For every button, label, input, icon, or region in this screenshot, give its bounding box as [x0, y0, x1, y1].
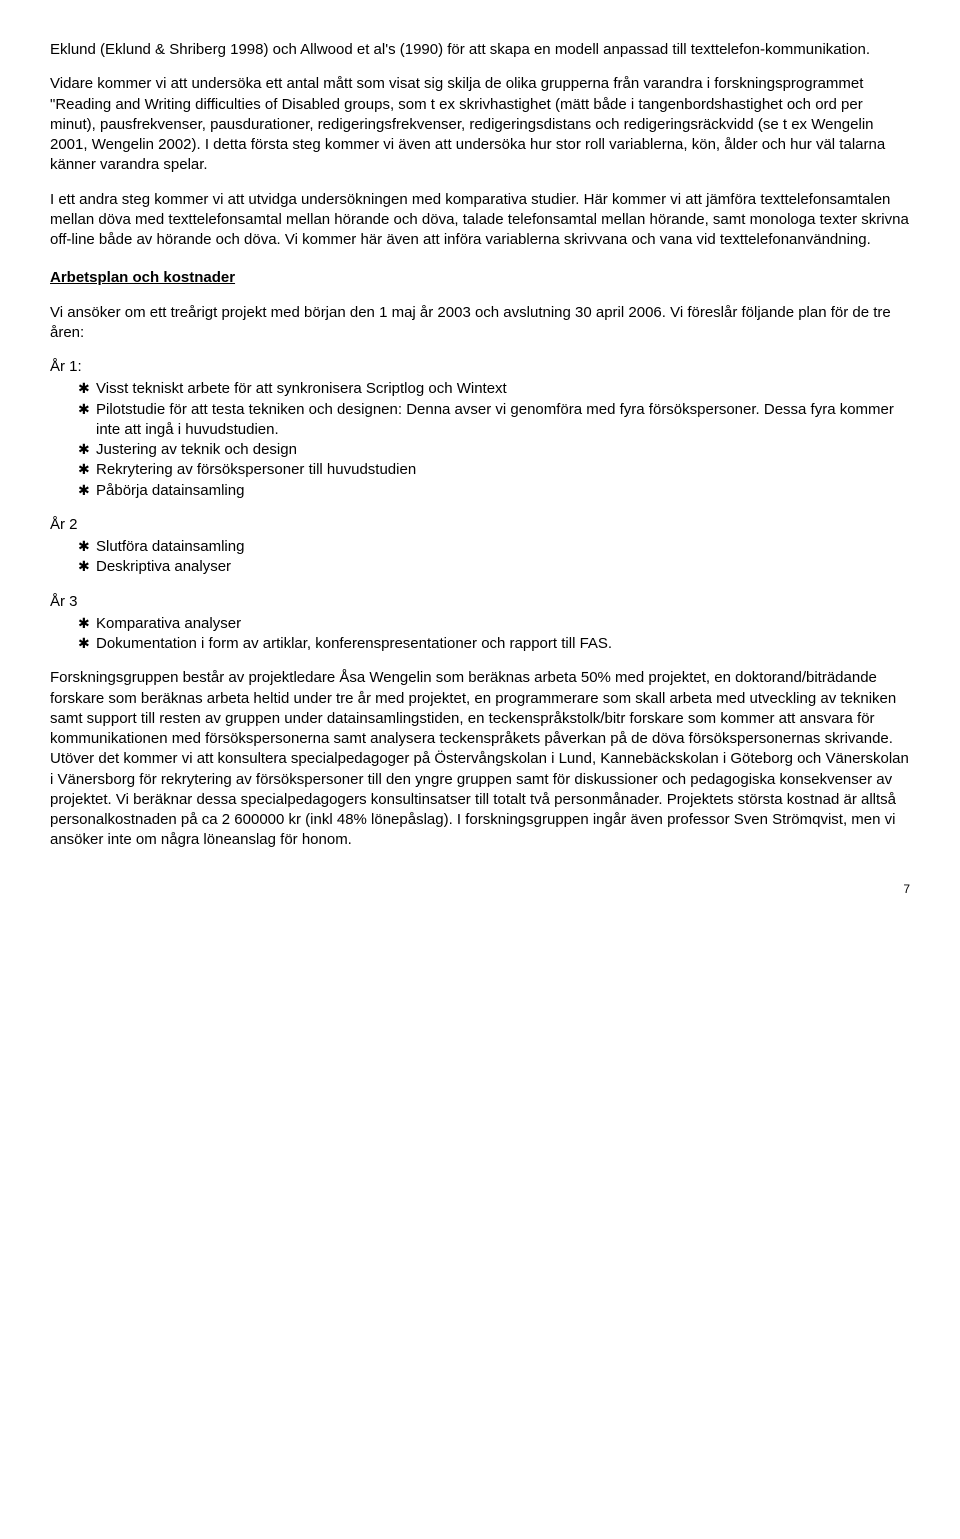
year3-label: År 3	[50, 592, 910, 612]
year1-list: Visst tekniskt arbete för att synkronise…	[50, 379, 910, 501]
list-item: Påbörja datainsamling	[78, 481, 910, 501]
list-item: Slutföra datainsamling	[78, 537, 910, 557]
paragraph-2: Vidare kommer vi att undersöka ett antal…	[50, 74, 910, 175]
list-item: Deskriptiva analyser	[78, 557, 910, 577]
page-number: 7	[50, 881, 910, 897]
year1-label: År 1:	[50, 357, 910, 377]
heading-arbetsplan: Arbetsplan och kostnader	[50, 268, 910, 288]
list-item: Rekrytering av försökspersoner till huvu…	[78, 460, 910, 480]
list-item: Justering av teknik och design	[78, 440, 910, 460]
list-item: Pilotstudie för att testa tekniken och d…	[78, 400, 910, 441]
year2-list: Slutföra datainsamling Deskriptiva analy…	[50, 537, 910, 578]
paragraph-5: Forskningsgruppen består av projektledar…	[50, 668, 910, 850]
list-item: Komparativa analyser	[78, 614, 910, 634]
year2-label: År 2	[50, 515, 910, 535]
paragraph-3: I ett andra steg kommer vi att utvidga u…	[50, 190, 910, 251]
list-item: Visst tekniskt arbete för att synkronise…	[78, 379, 910, 399]
list-item: Dokumentation i form av artiklar, konfer…	[78, 634, 910, 654]
paragraph-1: Eklund (Eklund & Shriberg 1998) och Allw…	[50, 40, 910, 60]
year3-list: Komparativa analyser Dokumentation i for…	[50, 614, 910, 655]
paragraph-4: Vi ansöker om ett treårigt projekt med b…	[50, 303, 910, 344]
